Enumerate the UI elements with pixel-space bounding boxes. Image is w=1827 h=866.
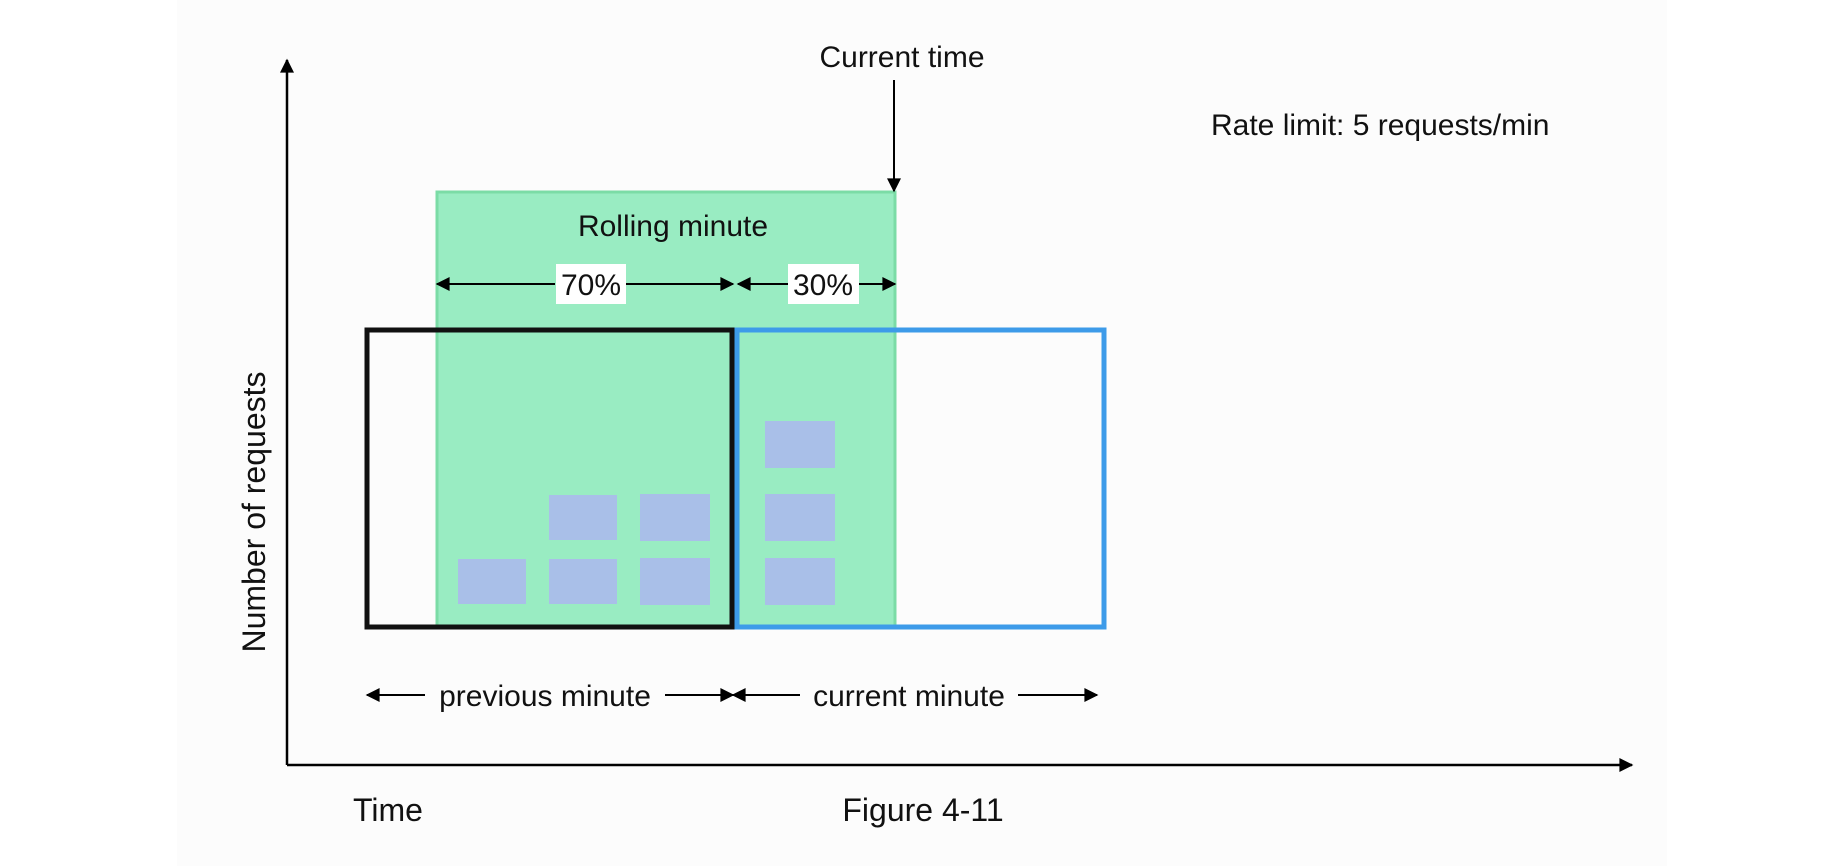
x-axis-label: Time (353, 792, 423, 828)
pct-previous-label-bg (556, 264, 626, 304)
rate-limit-label: Rate limit: 5 requests/min (1211, 109, 1549, 142)
rolling-minute-label: Rolling minute (578, 210, 768, 243)
request-block (458, 559, 526, 604)
request-block (765, 558, 835, 605)
current-time-label: Current time (819, 41, 984, 74)
request-block (549, 559, 617, 604)
minute-span-arrows: previous minute current minute (365, 680, 1099, 713)
pct-previous-label: 70% (561, 269, 621, 302)
previous-minute-requests (458, 494, 710, 605)
request-block (549, 495, 617, 540)
previous-minute-frame (364, 327, 735, 630)
y-axis-label: Number of requests (236, 371, 272, 652)
diagram-background (177, 0, 1667, 866)
pct-current-label-bg (788, 264, 859, 304)
request-block (765, 494, 835, 541)
current-minute-frame (734, 327, 1107, 630)
percentage-split-arrows: 70% 30% (435, 264, 897, 304)
figure-caption: Figure 4-11 (842, 792, 1003, 828)
request-block (640, 494, 710, 541)
current-minute-label: current minute (813, 680, 1005, 713)
pct-current-label: 30% (793, 269, 853, 302)
previous-minute-label: previous minute (439, 680, 651, 713)
request-block (640, 558, 710, 605)
request-block (765, 421, 835, 468)
current-minute-requests (765, 421, 835, 605)
